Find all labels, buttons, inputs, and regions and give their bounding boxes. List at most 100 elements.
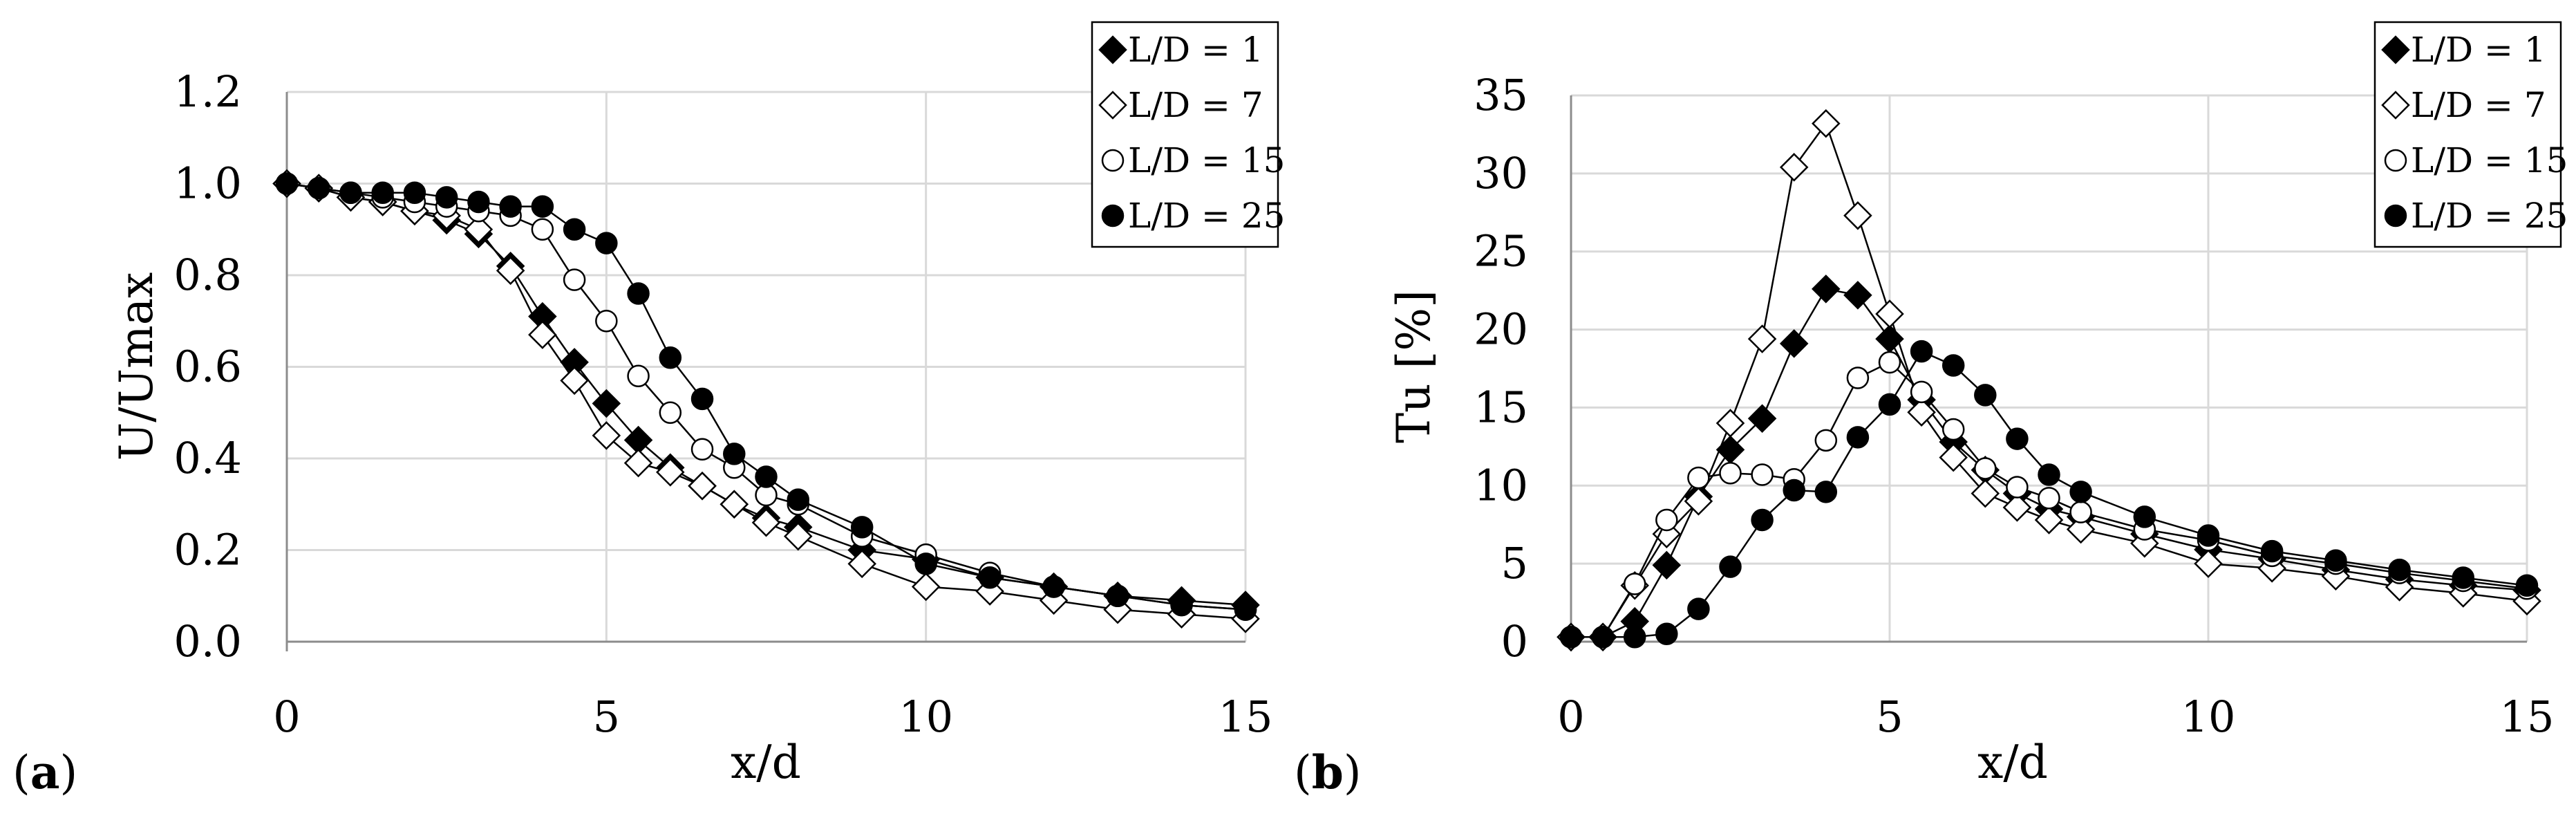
panel-b-ytick-label-3: 15	[1474, 382, 1528, 432]
panel-a-series-4-point-8	[531, 195, 554, 218]
panel-b-series-3-point-13	[1974, 457, 1997, 480]
panel-b-series-2-point-13	[1971, 478, 2000, 508]
panel-b-series-4-point-10	[1878, 393, 1901, 416]
panel-b-series-4-point-8	[1814, 481, 1838, 503]
panel-b-series-1-point-7	[1779, 329, 1809, 358]
panel-b-series-3-point-8	[1814, 429, 1838, 452]
panel-a-series-2-point-18	[911, 572, 941, 602]
panel-b-series-4-point-9	[1846, 426, 1870, 449]
panel-a-series-4-point-2	[339, 181, 362, 204]
panel-b-legend-label-3: L/D = 15	[2411, 140, 2568, 180]
panel-b-ytick-label-6: 30	[1474, 148, 1528, 198]
panel-b-series-4-point-19	[2260, 539, 2284, 563]
panel-b-series-4-point-5	[1719, 555, 1742, 578]
panel-a-series-4	[275, 172, 1257, 621]
panel-a-series-4-point-15	[755, 465, 778, 488]
panel-a-series-4-point-20	[1042, 575, 1065, 598]
panel-a-xtick-label-0: 0	[273, 691, 300, 742]
panel-b-series-3-point-16	[2069, 501, 2092, 523]
panel-b-series-4-point-0	[1559, 625, 1583, 649]
panel-b-label-letter: b	[1312, 745, 1344, 799]
panel-b-series-4-point-3	[1655, 622, 1678, 645]
panel-a-legend-marker-4	[1101, 204, 1125, 227]
panel-b-series-4	[1559, 340, 2539, 649]
panel-a-series-4-point-18	[914, 552, 937, 575]
panel-a-series-4-point-23	[1234, 598, 1257, 621]
panel-b-series-4-point-13	[1974, 384, 1997, 407]
panel-a-series-4-point-6	[467, 190, 490, 214]
panel-b-series-4-point-21	[2388, 558, 2411, 582]
panel-b-series-1-point-3	[1652, 550, 1682, 580]
panel-a-legend-marker-2	[1098, 91, 1127, 120]
panel-a-series-2-point-11	[623, 448, 653, 478]
panel-a-series-4-point-10	[595, 232, 618, 254]
panel-b-legend-label-2: L/D = 7	[2411, 85, 2546, 125]
panel-b-ytick-label-1: 5	[1501, 538, 1528, 588]
panel-b-ytick-label-2: 10	[1474, 460, 1528, 510]
panel-b-y-axis-title: Tu [%]	[1387, 290, 1440, 443]
panel-b-legend: L/D = 1 L/D = 7 L/D = 15 L/D = 25	[2373, 21, 2568, 248]
panel-b-series-4-point-1	[1591, 625, 1615, 649]
panel-b-series-2-point-7	[1779, 153, 1809, 182]
panel-a-series-4-point-16	[787, 488, 809, 511]
panel-b-series-3-point-11	[1910, 380, 1933, 404]
panel-a-label-letter: a	[30, 745, 60, 799]
panel-b-series-2-point-15	[2034, 505, 2064, 535]
panel-b-ytick-label-0: 0	[1501, 616, 1528, 667]
panel-b-series-1-point-8	[1812, 275, 1841, 304]
panel-b-series-4-point-12	[1942, 354, 1965, 377]
panel-b-legend-label-4: L/D = 25	[2411, 196, 2568, 236]
panel-a-series-3-point-10	[595, 310, 618, 333]
panel-a-series-3-point-11	[627, 364, 650, 387]
panel-a-xtick-label-1: 5	[593, 691, 620, 742]
panel-a-xtick-label-2: 10	[899, 691, 953, 742]
panel-a-series-4-point-19	[978, 566, 1002, 589]
panel-b-series-2-point-10	[1875, 299, 1904, 328]
panel-a-series-2-point-12	[656, 458, 685, 487]
panel-a-chart: 0.0 0.2 0.4 0.6 0.8 1.0 1.2 0 5 10 15 x/d U/Umax L/D …	[110, 21, 1285, 789]
panel-b-series-2-point-12	[1939, 443, 1968, 472]
panel-b-legend-label-1: L/D = 1	[2411, 30, 2546, 70]
panel-a-series-2-point-16	[783, 521, 813, 551]
panel-b-series-2-point-4	[1684, 487, 1713, 516]
panel-b-series-1-point-9	[1843, 281, 1872, 310]
panel-b-series-4-point-20	[2324, 549, 2347, 572]
panel-b-series-2-point-9	[1843, 201, 1872, 230]
panel-b-series-4-point-4	[1687, 597, 1710, 620]
panel-a-series-1-point-10	[592, 389, 621, 418]
panel-b-series-2-point-8	[1812, 109, 1841, 138]
panel-b-series-4-point-17	[2133, 505, 2156, 528]
panel-a-label: (a)	[12, 745, 77, 799]
panel-a-series-4-point-0	[275, 172, 299, 195]
panel-b-series-2-point-18	[2194, 549, 2223, 578]
panel-b-series-3-point-15	[2038, 487, 2060, 510]
panel-a-legend-marker-1	[1098, 35, 1127, 64]
panel-b-x-axis-title: x/d	[1977, 736, 2048, 789]
panel-a-label-open: (	[12, 746, 30, 799]
panel-b-series-4-point-22	[2452, 566, 2475, 589]
panel-b-series-4-point-14	[2006, 427, 2029, 450]
panel-b-series-3-point-4	[1687, 466, 1710, 490]
panel-b-xtick-label-0: 0	[1557, 691, 1584, 742]
panel-b-series-2-point-14	[2002, 493, 2032, 522]
panel-b-series-4-point-7	[1783, 478, 1805, 502]
panel-a-series-3-point-8	[531, 218, 554, 241]
panel-a-legend-label-1: L/D = 1	[1128, 30, 1263, 70]
panel-a-ytick-label-4: 0.8	[173, 250, 242, 300]
panel-b-series-3-point-12	[1942, 418, 1965, 441]
panel-a-series-2-point-14	[720, 490, 749, 519]
panel-b-legend-marker-4	[2384, 204, 2407, 227]
panel-b-series-3-point-9	[1846, 366, 1870, 389]
panel-b-legend-box	[2373, 21, 2562, 248]
panel-b-ytick-label-5: 25	[1474, 226, 1528, 277]
panel-a-ytick-label-3: 0.6	[173, 342, 242, 392]
panel-b-series-4-point-6	[1751, 508, 1774, 532]
panel-b-series-1-point-6	[1747, 404, 1777, 433]
panel-b-ytick-label-4: 20	[1474, 304, 1528, 355]
panel-b-series-3-point-14	[2006, 476, 2029, 499]
panel-b-series-2-point-11	[1907, 398, 1936, 427]
panel-b-legend-marker-3	[2384, 149, 2407, 172]
panel-a-series-4-point-13	[690, 387, 714, 411]
panel-a-series-4-point-1	[307, 176, 330, 200]
